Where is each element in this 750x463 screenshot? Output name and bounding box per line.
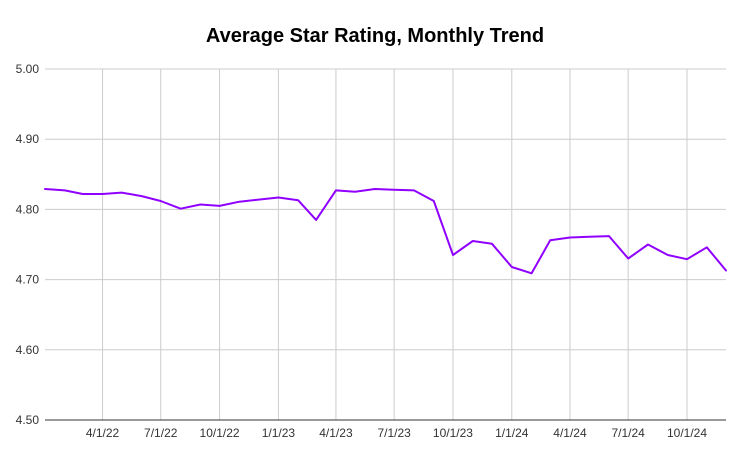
x-tick-label: 1/1/24 — [495, 426, 529, 440]
x-axis-tick-labels: 4/1/22 7/1/22 10/1/22 1/1/23 4/1/23 7/1/23 10/… — [86, 426, 707, 440]
chart-title: Average Star Rating, Monthly Trend — [206, 25, 544, 47]
y-tick-label: 4.70 — [16, 273, 40, 287]
series-layer — [45, 189, 726, 273]
y-axis-tick-labels: 4.50 4.60 4.70 4.80 4.90 5.00 — [16, 62, 40, 427]
x-tick-label: 10/1/22 — [200, 426, 240, 440]
x-tick-label: 7/1/24 — [611, 426, 645, 440]
x-tick-label: 10/1/23 — [433, 426, 473, 440]
y-tick-label: 4.60 — [16, 343, 40, 357]
x-tick-label: 7/1/22 — [144, 426, 178, 440]
x-tick-label: 4/1/23 — [319, 426, 353, 440]
series-line — [45, 189, 726, 273]
y-tick-label: 4.80 — [16, 202, 40, 216]
y-tick-label: 4.90 — [16, 132, 40, 146]
y-tick-label: 4.50 — [16, 413, 40, 427]
x-tick-label: 4/1/22 — [86, 426, 120, 440]
grid-lines — [45, 69, 726, 420]
y-tick-label: 5.00 — [16, 62, 40, 76]
x-tick-label: 4/1/24 — [553, 426, 587, 440]
x-tick-label: 10/1/24 — [667, 426, 707, 440]
x-tick-label: 1/1/23 — [262, 426, 296, 440]
x-tick-label: 7/1/23 — [377, 426, 411, 440]
